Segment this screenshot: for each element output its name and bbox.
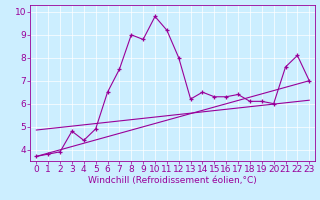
- X-axis label: Windchill (Refroidissement éolien,°C): Windchill (Refroidissement éolien,°C): [88, 176, 257, 185]
